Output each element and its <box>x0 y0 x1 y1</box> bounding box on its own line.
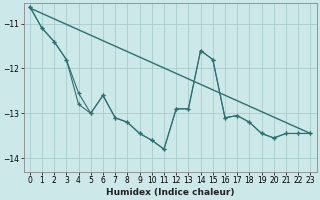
X-axis label: Humidex (Indice chaleur): Humidex (Indice chaleur) <box>106 188 234 197</box>
